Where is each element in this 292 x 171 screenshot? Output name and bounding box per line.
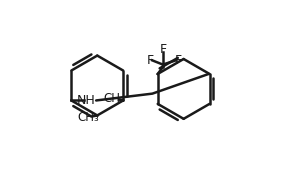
Text: CH₃: CH₃ — [103, 92, 125, 105]
Text: F: F — [159, 43, 166, 56]
Text: NH: NH — [77, 94, 95, 107]
Text: CH₃: CH₃ — [77, 111, 99, 124]
Text: F: F — [147, 54, 154, 67]
Text: F: F — [175, 54, 182, 67]
